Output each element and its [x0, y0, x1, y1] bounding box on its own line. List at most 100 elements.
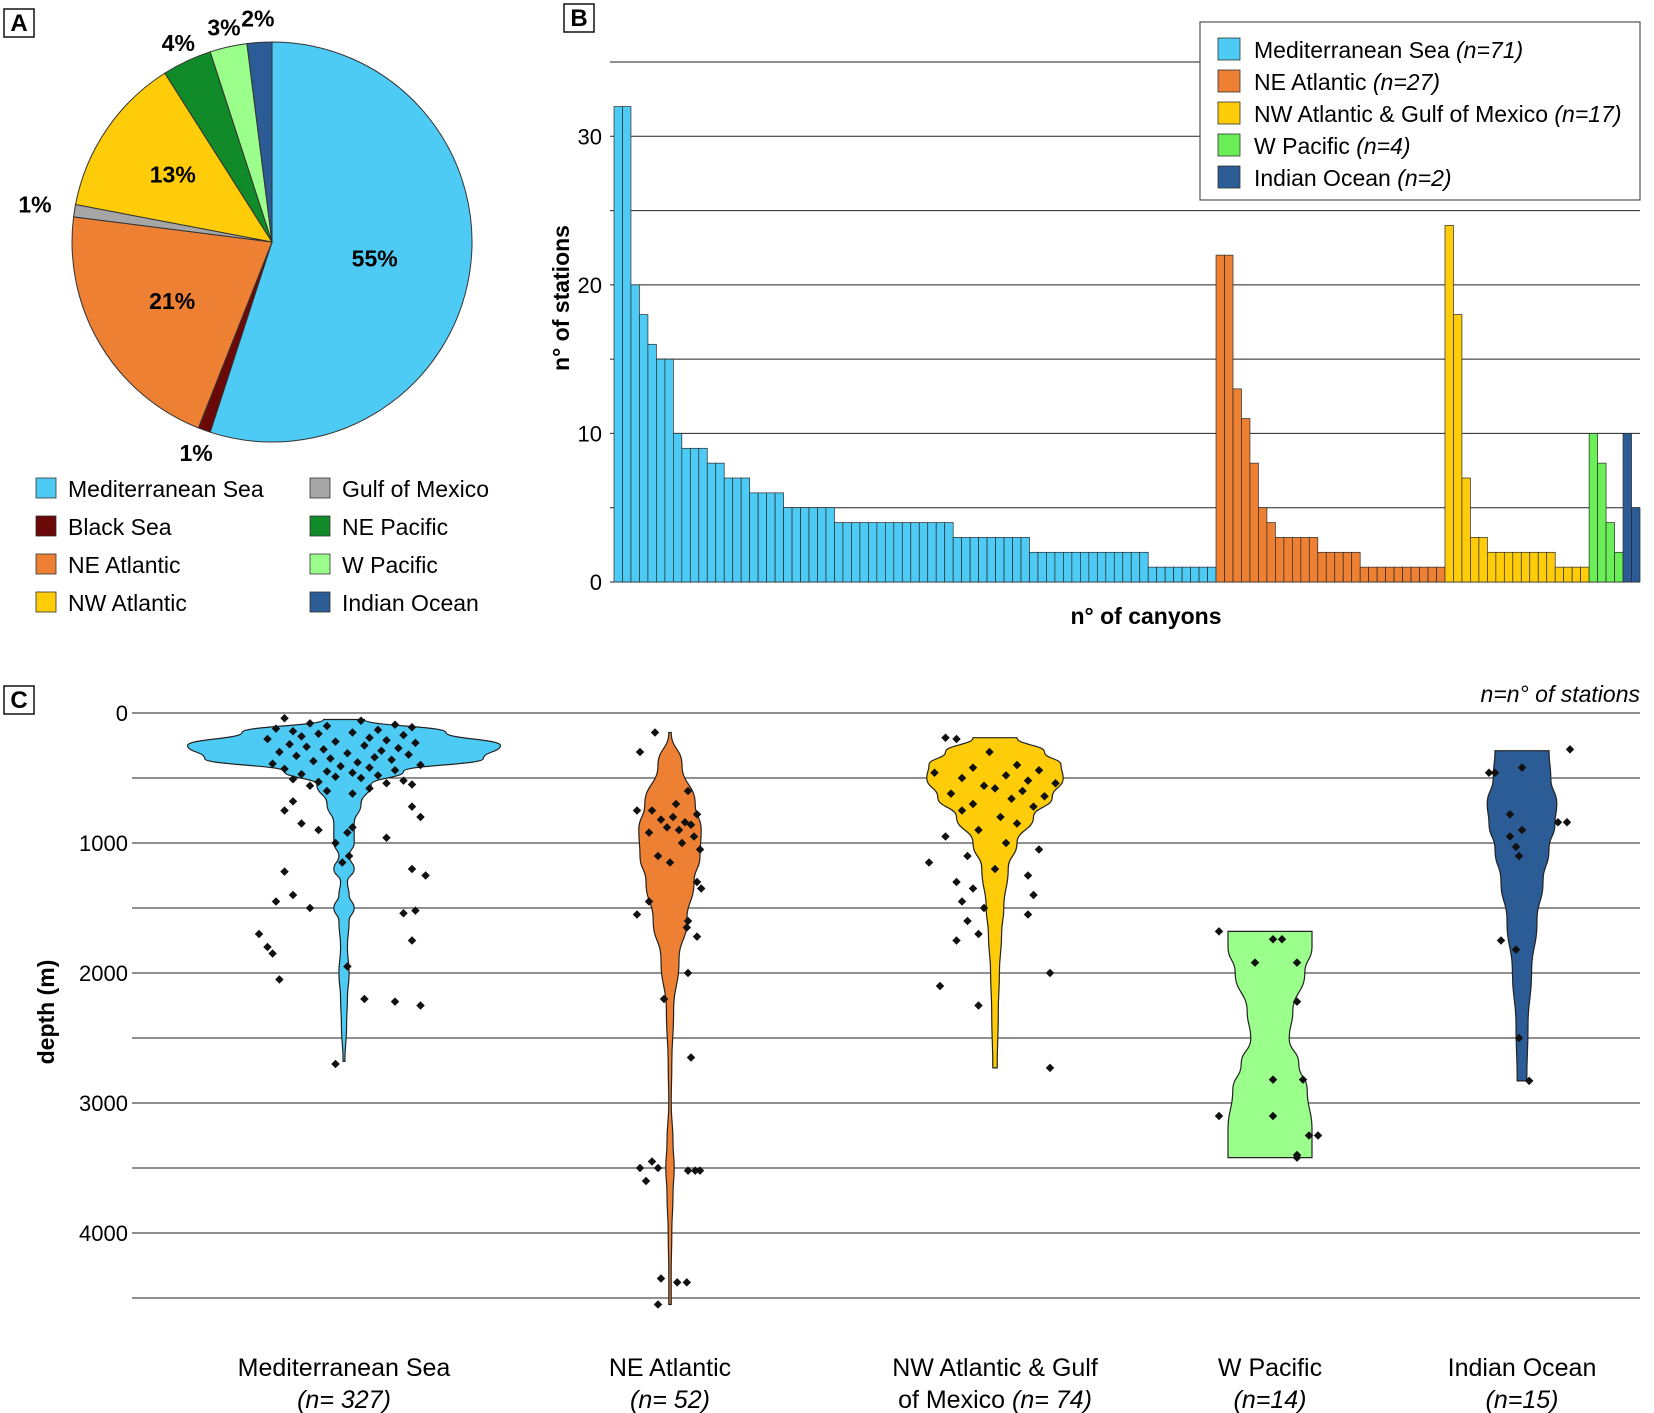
- bar-legend-name-1: NE Atlantic: [1254, 69, 1373, 95]
- bar-0-39: [944, 522, 954, 583]
- violin-point-1-18: [665, 858, 675, 867]
- bar-legend-entry-2: NW Atlantic & Gulf of Mexico (n=17): [1254, 101, 1622, 127]
- violin-point-1-9: [680, 817, 690, 827]
- bar-0-63: [1147, 566, 1158, 583]
- bar-series: [613, 106, 1641, 583]
- panel-a-box: [3, 8, 35, 38]
- bar-0-28: [851, 522, 861, 583]
- panel-c-letter: C: [10, 687, 27, 714]
- bar-legend-frame: [1199, 21, 1641, 201]
- violin-point-0-71: [305, 903, 315, 913]
- bar-4-1: [1631, 507, 1641, 583]
- violin-point-3-2: [1277, 934, 1287, 944]
- violin-point-4-4: [1553, 817, 1563, 827]
- violin-point-0-33: [268, 759, 277, 768]
- violin-point-0-46: [399, 776, 408, 785]
- bar-0-16: [749, 492, 759, 583]
- bar-1-3: [1241, 418, 1251, 583]
- bar-0-56: [1088, 551, 1098, 583]
- violin-category-4: Indian Ocean: [1448, 1354, 1597, 1382]
- pie-legend-swatch-2: [35, 553, 57, 575]
- bar-1-20: [1385, 566, 1395, 583]
- pie-label-0: 55%: [352, 245, 398, 271]
- violin-point-4-10: [1511, 945, 1521, 954]
- violin-point-2-39: [1045, 968, 1055, 978]
- violin-point-0-53: [348, 789, 357, 798]
- violin-point-1-1: [635, 747, 645, 757]
- pie-legend-swatch-0: [35, 477, 57, 499]
- bar-0-36: [918, 522, 929, 583]
- violin-point-2-20: [996, 812, 1005, 822]
- violin-category-n-2: (n= 74): [1012, 1386, 1092, 1413]
- bar-0-26: [834, 522, 844, 583]
- violin-point-1-19: [692, 877, 702, 887]
- violin-point-4-13: [1490, 768, 1500, 778]
- bar-legend-n-2: (n=17): [1554, 101, 1621, 127]
- violin-point-0-57: [416, 812, 425, 822]
- bar-0-64: [1156, 566, 1166, 583]
- violin-point-2-21: [1012, 819, 1022, 828]
- bar-2-2: [1461, 477, 1471, 583]
- panel-b: B 0 10 20 30 n° of canyons n° of stations Med…: [548, 3, 1641, 629]
- violin-point-4-2: [1517, 763, 1527, 772]
- violin-point-3-9: [1268, 1111, 1278, 1121]
- violin-point-0-66: [407, 864, 417, 874]
- violin-point-1-6: [692, 810, 702, 819]
- violin-point-0-14: [263, 734, 272, 744]
- violin-point-0-72: [411, 906, 420, 915]
- bar-0-59: [1113, 551, 1124, 583]
- pie-labels: 55% 1% 21% 1% 13% 4% 3% 2%: [18, 5, 397, 465]
- violin-point-0-39: [322, 767, 332, 776]
- panel-c-box: [3, 685, 35, 715]
- violin-point-0-1: [356, 716, 366, 726]
- pie-legend: Mediterranean Sea Black Sea NE Atlantic NW …: [35, 476, 489, 616]
- bar-0-38: [935, 522, 946, 583]
- panel-b-box: [563, 3, 595, 33]
- bar-3-3: [1614, 551, 1624, 583]
- violin-point-0-18: [285, 739, 294, 749]
- violin-point-2-13: [1018, 786, 1027, 796]
- bar-legend-entry-4: Indian Ocean (n=2): [1254, 165, 1452, 191]
- pie-slice-2: [71, 216, 273, 429]
- violin-point-1-33: [690, 1166, 700, 1175]
- violin-point-1-27: [659, 994, 669, 1004]
- bar-legend-entry-1: NE Atlantic (n=27): [1254, 69, 1440, 95]
- bar-3-1: [1597, 462, 1607, 583]
- bar-1-7: [1275, 537, 1285, 583]
- violin-point-0-34: [416, 760, 425, 770]
- violin-point-0-52: [322, 786, 332, 796]
- bar-0-11: [706, 462, 717, 583]
- pie-legend-label-3: NW Atlantic: [68, 590, 187, 616]
- violin-point-0-7: [373, 725, 383, 735]
- bar-0-27: [842, 522, 852, 583]
- pie-slice-7: [246, 41, 273, 243]
- bar-1-6: [1266, 522, 1276, 583]
- violin-point-0-83: [331, 1059, 340, 1069]
- violin-point-1-11: [662, 823, 672, 832]
- panel-c: C Mediterranean Sea (n= 327) NE Atlantic (n…: [3, 681, 1640, 1413]
- violin-category-3: W Pacific: [1218, 1354, 1322, 1382]
- panel-a-letter: A: [10, 10, 27, 37]
- violin-point-0-55: [407, 802, 417, 811]
- violin-point-0-70: [271, 897, 281, 906]
- violin-point-0-42: [373, 771, 383, 780]
- violin-point-2-24: [1001, 838, 1011, 848]
- bar-legend-entry-3: W Pacific (n=4): [1254, 133, 1411, 159]
- bar-0-12: [715, 462, 725, 583]
- pie-legend-swatch-3: [35, 591, 57, 613]
- bar-axis: 0 10 20 30 n° of canyons n° of stations: [548, 124, 1222, 629]
- violin-point-2-35: [1023, 910, 1033, 919]
- violin-ytick-0: 0: [116, 701, 128, 726]
- violin-point-0-50: [305, 781, 315, 791]
- violin-point-2-25: [1034, 845, 1044, 854]
- violin-point-4-1: [1484, 768, 1494, 778]
- violin-point-3-0: [1214, 927, 1224, 936]
- violin-point-0-45: [288, 775, 298, 784]
- bar-0-0: [613, 106, 623, 583]
- bar-1-9: [1291, 537, 1302, 583]
- violin-point-1-30: [635, 1163, 645, 1173]
- violin-point-1-32: [683, 1166, 693, 1175]
- bar-2-10: [1529, 551, 1539, 583]
- violin-point-2-5: [1034, 765, 1044, 775]
- violin-point-0-63: [331, 838, 340, 848]
